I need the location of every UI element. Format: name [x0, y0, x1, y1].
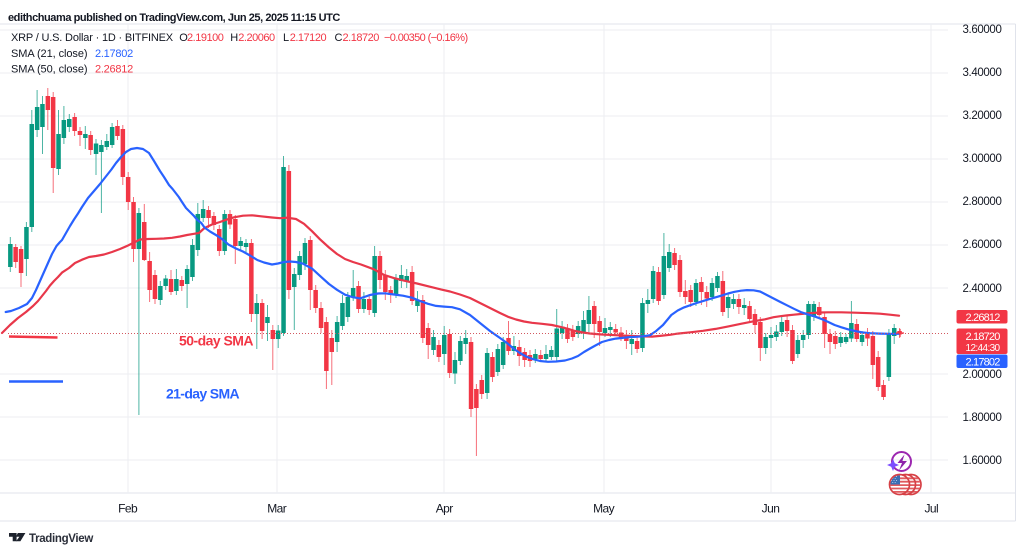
svg-text:1.80000: 1.80000	[963, 412, 1002, 424]
svg-text:2.40000: 2.40000	[963, 283, 1002, 295]
svg-text:edithchuama published on Tradi: edithchuama published on TradingView.com…	[8, 12, 340, 24]
svg-text:50-day SMA: 50-day SMA	[179, 333, 253, 349]
svg-text:TradingView: TradingView	[29, 533, 93, 545]
svg-text:21-day SMA: 21-day SMA	[166, 386, 239, 402]
svg-text:O: O	[179, 32, 188, 44]
svg-text:XRP / U.S. Dollar · 1D · BITFI: XRP / U.S. Dollar · 1D · BITFINEX	[11, 32, 174, 44]
svg-text:2.26812: 2.26812	[965, 312, 1000, 324]
svg-text:2.17802: 2.17802	[95, 48, 133, 60]
svg-text:Mar: Mar	[267, 502, 287, 516]
svg-text:1.60000: 1.60000	[963, 455, 1002, 467]
svg-text:−0.00350 (−0.16%): −0.00350 (−0.16%)	[384, 32, 467, 44]
svg-text:SMA (50, close): SMA (50, close)	[11, 64, 87, 76]
svg-text:3.20000: 3.20000	[963, 110, 1002, 122]
svg-text:H: H	[230, 32, 238, 44]
svg-text:3.60000: 3.60000	[963, 24, 1002, 36]
svg-text:Apr: Apr	[436, 502, 454, 516]
svg-text:2.17802: 2.17802	[965, 356, 1000, 368]
svg-text:2.19100: 2.19100	[187, 32, 224, 44]
svg-text:2.60000: 2.60000	[963, 239, 1002, 251]
svg-text:C: C	[335, 32, 343, 44]
svg-text:2.18720: 2.18720	[343, 32, 380, 44]
svg-text:2.80000: 2.80000	[963, 196, 1002, 208]
svg-text:12:44:30: 12:44:30	[966, 343, 1001, 354]
svg-text:May: May	[593, 502, 615, 516]
svg-text:SMA (21, close): SMA (21, close)	[11, 48, 87, 60]
svg-text:2.18720: 2.18720	[965, 331, 1000, 343]
svg-text:Jun: Jun	[762, 502, 780, 516]
svg-text:Feb: Feb	[118, 502, 138, 516]
svg-text:2.00000: 2.00000	[963, 369, 1002, 381]
svg-text:2.20060: 2.20060	[238, 32, 275, 44]
svg-text:L: L	[283, 32, 289, 44]
svg-text:Jul: Jul	[924, 502, 938, 516]
svg-text:2.17120: 2.17120	[290, 32, 327, 44]
svg-text:3.00000: 3.00000	[963, 153, 1002, 165]
svg-text:3.40000: 3.40000	[963, 67, 1002, 79]
svg-text:2.26812: 2.26812	[95, 64, 133, 76]
